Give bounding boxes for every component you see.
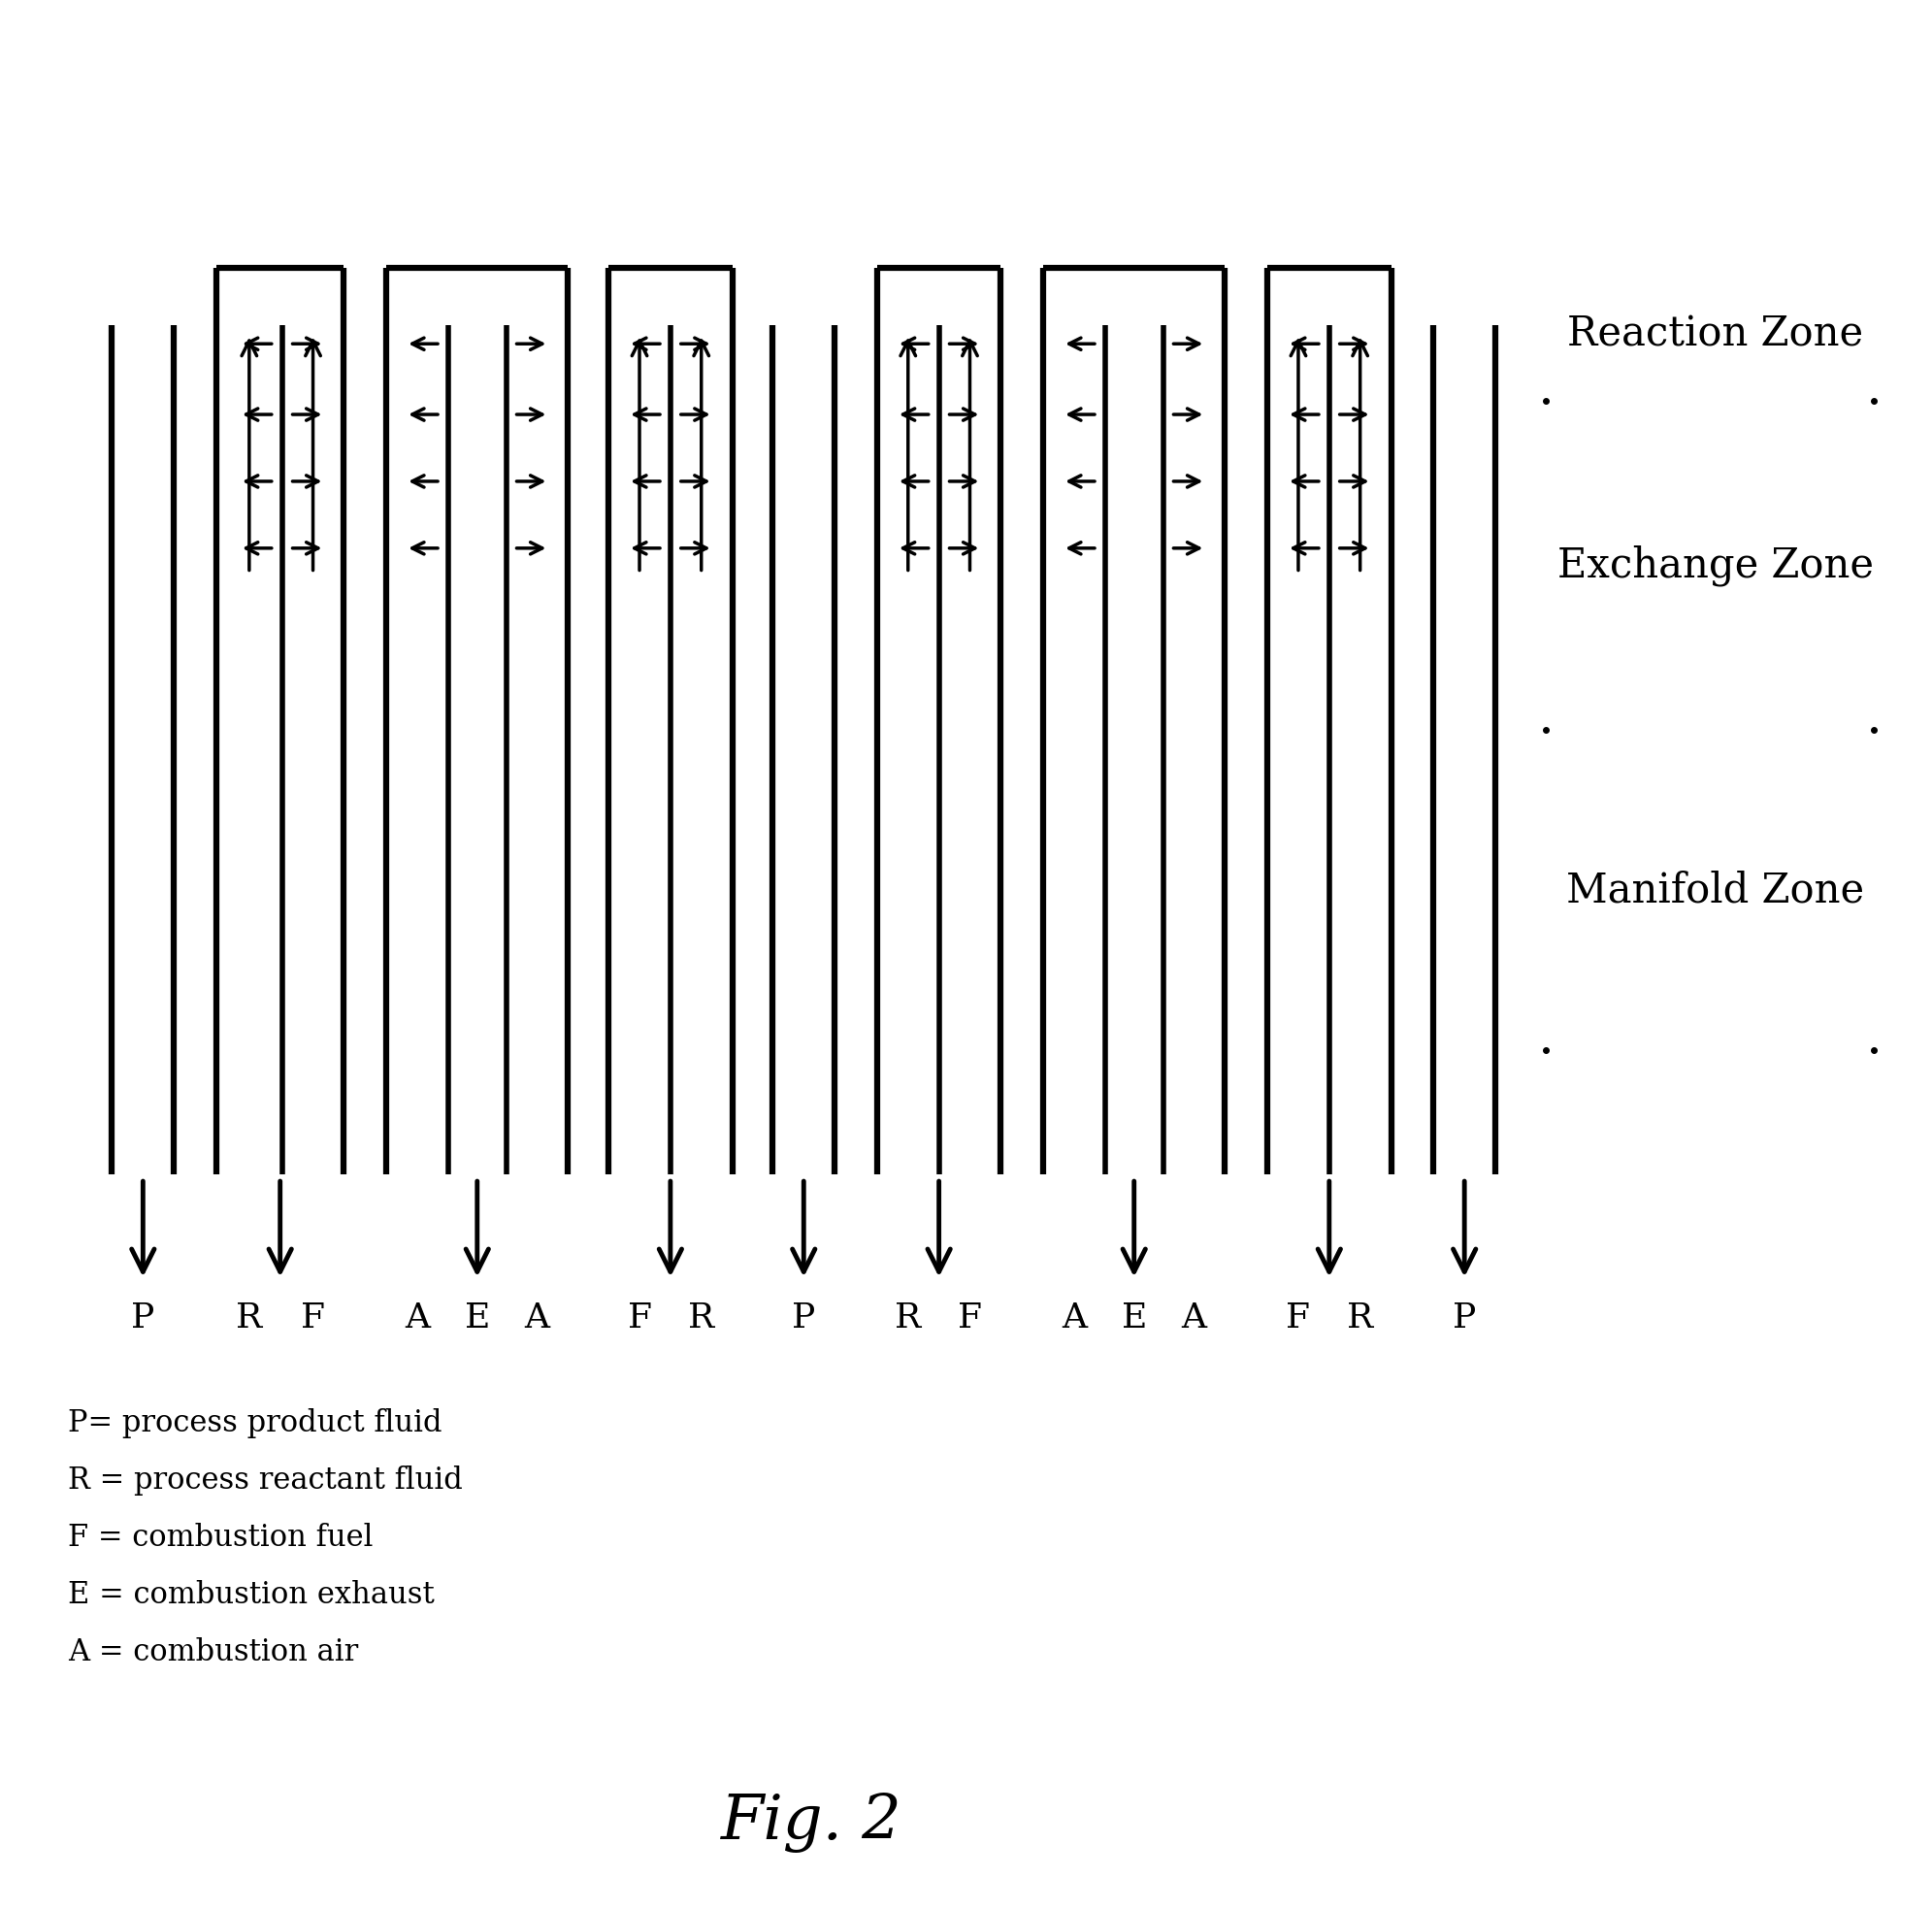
Text: F: F [958, 1301, 981, 1335]
Text: Exchange Zone: Exchange Zone [1557, 544, 1874, 586]
Text: F: F [1287, 1301, 1310, 1335]
Text: R: R [1347, 1301, 1374, 1335]
Text: E: E [1121, 1301, 1148, 1335]
Text: E = combustion exhaust: E = combustion exhaust [68, 1580, 435, 1610]
Text: R: R [236, 1301, 263, 1335]
Text: A: A [1061, 1301, 1088, 1335]
Text: R: R [895, 1301, 922, 1335]
Text: E: E [464, 1301, 491, 1335]
Text: Reaction Zone: Reaction Zone [1567, 313, 1864, 355]
Text: Manifold Zone: Manifold Zone [1567, 869, 1864, 911]
Text: A: A [524, 1301, 551, 1335]
Text: A: A [1180, 1301, 1208, 1335]
Text: P: P [131, 1301, 155, 1335]
Text: R = process reactant fluid: R = process reactant fluid [68, 1465, 462, 1496]
Text: F = combustion fuel: F = combustion fuel [68, 1522, 373, 1553]
Text: Fig. 2: Fig. 2 [721, 1792, 902, 1853]
Text: P: P [1453, 1301, 1476, 1335]
Text: P: P [792, 1301, 815, 1335]
Text: F: F [301, 1301, 325, 1335]
Text: A = combustion air: A = combustion air [68, 1637, 357, 1667]
Text: F: F [628, 1301, 651, 1335]
Text: A: A [404, 1301, 431, 1335]
Text: P= process product fluid: P= process product fluid [68, 1408, 442, 1438]
Text: R: R [688, 1301, 715, 1335]
